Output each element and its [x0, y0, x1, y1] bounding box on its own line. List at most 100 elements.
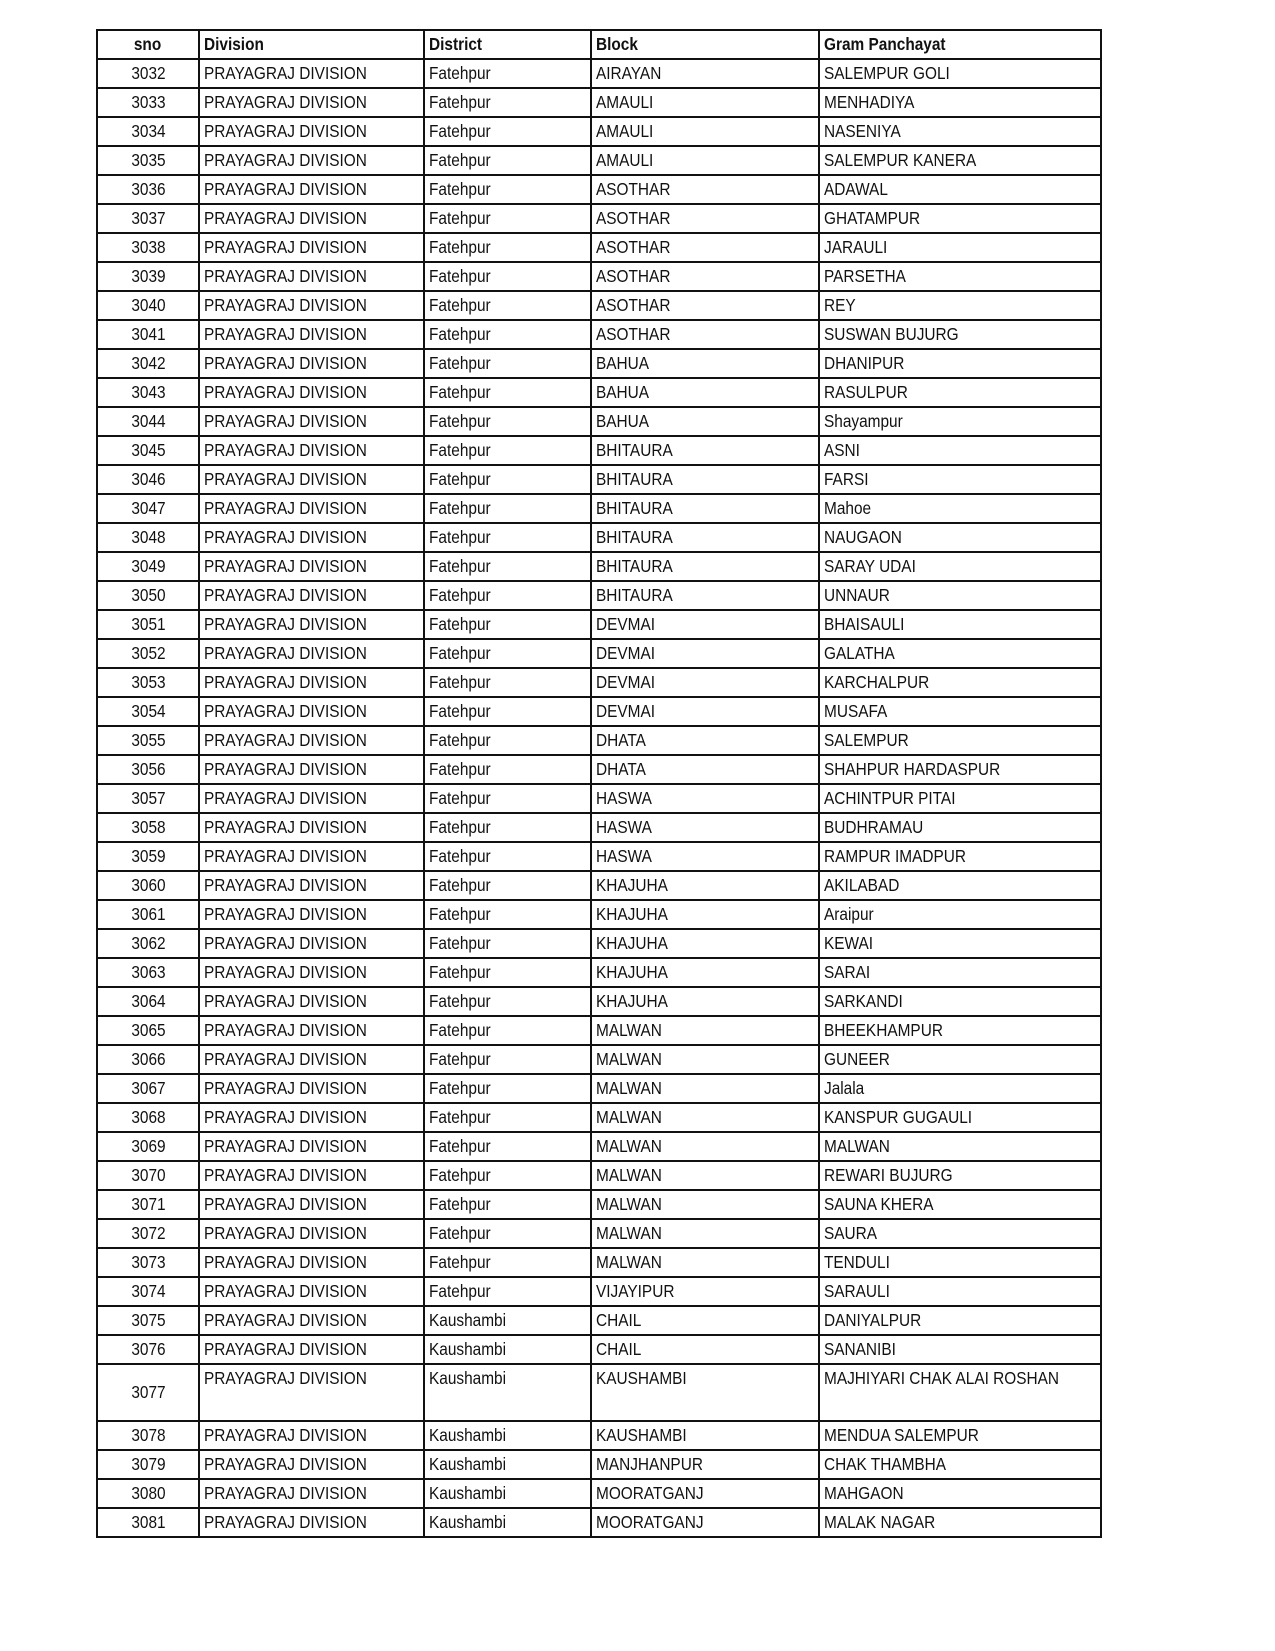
cell-sno: 3076: [96, 1334, 200, 1365]
cell-division: PRAYAGRAJ DIVISION: [198, 522, 425, 553]
table-row: 3060 PRAYAGRAJ DIVISION Fatehpur KHAJUHA AKI…: [96, 870, 1102, 901]
cell-block: KHAJUHA: [590, 899, 820, 930]
cell-district: Fatehpur: [423, 377, 592, 408]
cell-block: MALWAN: [590, 1044, 820, 1075]
cell-division: PRAYAGRAJ DIVISION: [198, 58, 425, 89]
cell-gram-panchayat: MUSAFA: [818, 696, 1102, 727]
cell-division: PRAYAGRAJ DIVISION: [198, 812, 425, 843]
table-row: 3061 PRAYAGRAJ DIVISION Fatehpur KHAJUHA Ara…: [96, 899, 1102, 930]
header-block: Block: [590, 29, 820, 60]
cell-block: BHITAURA: [590, 580, 820, 611]
cell-sno: 3041: [96, 319, 200, 350]
cell-block: MALWAN: [590, 1189, 820, 1220]
cell-district: Fatehpur: [423, 203, 592, 234]
table-row: 3037 PRAYAGRAJ DIVISION Fatehpur ASOTHAR GHA…: [96, 203, 1102, 234]
cell-gram-panchayat: AKILABAD: [818, 870, 1102, 901]
cell-district: Fatehpur: [423, 58, 592, 89]
cell-district: Fatehpur: [423, 1276, 592, 1307]
cell-gram-panchayat: REY: [818, 290, 1102, 321]
cell-block: MALWAN: [590, 1218, 820, 1249]
cell-block: ASOTHAR: [590, 261, 820, 292]
cell-district: Fatehpur: [423, 261, 592, 292]
cell-division: PRAYAGRAJ DIVISION: [198, 1247, 425, 1278]
cell-division: PRAYAGRAJ DIVISION: [198, 493, 425, 524]
table-row: 3059 PRAYAGRAJ DIVISION Fatehpur HASWA RAMPU…: [96, 841, 1102, 872]
cell-sno: 3033: [96, 87, 200, 118]
cell-sno: 3078: [96, 1420, 200, 1451]
cell-sno: 3050: [96, 580, 200, 611]
cell-district: Fatehpur: [423, 1073, 592, 1104]
cell-block: BAHUA: [590, 406, 820, 437]
cell-district: Fatehpur: [423, 841, 592, 872]
cell-division: PRAYAGRAJ DIVISION: [198, 1073, 425, 1104]
table-row: 3054 PRAYAGRAJ DIVISION Fatehpur DEVMAI MUSA…: [96, 696, 1102, 727]
table-row: 3051 PRAYAGRAJ DIVISION Fatehpur DEVMAI BHAI…: [96, 609, 1102, 640]
cell-district: Fatehpur: [423, 493, 592, 524]
cell-division: PRAYAGRAJ DIVISION: [198, 203, 425, 234]
cell-division: PRAYAGRAJ DIVISION: [198, 899, 425, 930]
cell-district: Fatehpur: [423, 870, 592, 901]
cell-district: Fatehpur: [423, 1218, 592, 1249]
cell-district: Fatehpur: [423, 435, 592, 466]
cell-sno: 3063: [96, 957, 200, 988]
cell-district: Fatehpur: [423, 232, 592, 263]
cell-sno: 3049: [96, 551, 200, 582]
cell-gram-panchayat: JARAULI: [818, 232, 1102, 263]
cell-gram-panchayat: SARKANDI: [818, 986, 1102, 1017]
cell-gram-panchayat: SALEMPUR GOLI: [818, 58, 1102, 89]
cell-sno: 3037: [96, 203, 200, 234]
cell-district: Fatehpur: [423, 1160, 592, 1191]
cell-gram-panchayat: CHAK THAMBHA: [818, 1449, 1102, 1480]
cell-division: PRAYAGRAJ DIVISION: [198, 290, 425, 321]
cell-district: Fatehpur: [423, 116, 592, 147]
cell-district: Fatehpur: [423, 667, 592, 698]
cell-block: ASOTHAR: [590, 232, 820, 263]
cell-block: DEVMAI: [590, 609, 820, 640]
cell-block: AMAULI: [590, 87, 820, 118]
cell-division: PRAYAGRAJ DIVISION: [198, 1449, 425, 1480]
cell-block: HASWA: [590, 783, 820, 814]
table-row: 3042 PRAYAGRAJ DIVISION Fatehpur BAHUA DHANI…: [96, 348, 1102, 379]
cell-block: BHITAURA: [590, 464, 820, 495]
cell-district: Fatehpur: [423, 1015, 592, 1046]
cell-block: ASOTHAR: [590, 290, 820, 321]
table-row: 3058 PRAYAGRAJ DIVISION Fatehpur HASWA BUDHR…: [96, 812, 1102, 843]
cell-block: ASOTHAR: [590, 319, 820, 350]
cell-sno: 3072: [96, 1218, 200, 1249]
cell-sno: 3045: [96, 435, 200, 466]
cell-gram-panchayat: DANIYALPUR: [818, 1305, 1102, 1336]
header-row: sno Division District Block Gram Panchay…: [96, 29, 1102, 60]
cell-sno: 3066: [96, 1044, 200, 1075]
cell-gram-panchayat: SAURA: [818, 1218, 1102, 1249]
table-row: 3066 PRAYAGRAJ DIVISION Fatehpur MALWAN GUNE…: [96, 1044, 1102, 1075]
cell-district: Fatehpur: [423, 551, 592, 582]
cell-sno: 3071: [96, 1189, 200, 1220]
cell-gram-panchayat: KARCHALPUR: [818, 667, 1102, 698]
table-row: 3071 PRAYAGRAJ DIVISION Fatehpur MALWAN SAUN…: [96, 1189, 1102, 1220]
cell-division: PRAYAGRAJ DIVISION: [198, 1363, 425, 1422]
table-row: 3049 PRAYAGRAJ DIVISION Fatehpur BHITAURA SA…: [96, 551, 1102, 582]
cell-division: PRAYAGRAJ DIVISION: [198, 1276, 425, 1307]
table-row: 3041 PRAYAGRAJ DIVISION Fatehpur ASOTHAR SUS…: [96, 319, 1102, 350]
cell-block: AMAULI: [590, 116, 820, 147]
cell-gram-panchayat: SARAULI: [818, 1276, 1102, 1307]
cell-district: Fatehpur: [423, 725, 592, 756]
cell-block: HASWA: [590, 841, 820, 872]
cell-block: MANJHANPUR: [590, 1449, 820, 1480]
cell-block: DEVMAI: [590, 638, 820, 669]
table-row: 3077 PRAYAGRAJ DIVISION Kaushambi KAUSHAMBI…: [96, 1363, 1102, 1422]
cell-sno: 3062: [96, 928, 200, 959]
cell-district: Fatehpur: [423, 319, 592, 350]
cell-district: Fatehpur: [423, 1044, 592, 1075]
cell-district: Kaushambi: [423, 1478, 592, 1509]
cell-gram-panchayat: Shayampur: [818, 406, 1102, 437]
table-row: 3069 PRAYAGRAJ DIVISION Fatehpur MALWAN MALW…: [96, 1131, 1102, 1162]
cell-sno: 3074: [96, 1276, 200, 1307]
cell-division: PRAYAGRAJ DIVISION: [198, 1189, 425, 1220]
cell-district: Kaushambi: [423, 1420, 592, 1451]
cell-block: HASWA: [590, 812, 820, 843]
cell-district: Kaushambi: [423, 1334, 592, 1365]
cell-gram-panchayat: MAHGAON: [818, 1478, 1102, 1509]
cell-district: Fatehpur: [423, 899, 592, 930]
header-division: Division: [198, 29, 425, 60]
